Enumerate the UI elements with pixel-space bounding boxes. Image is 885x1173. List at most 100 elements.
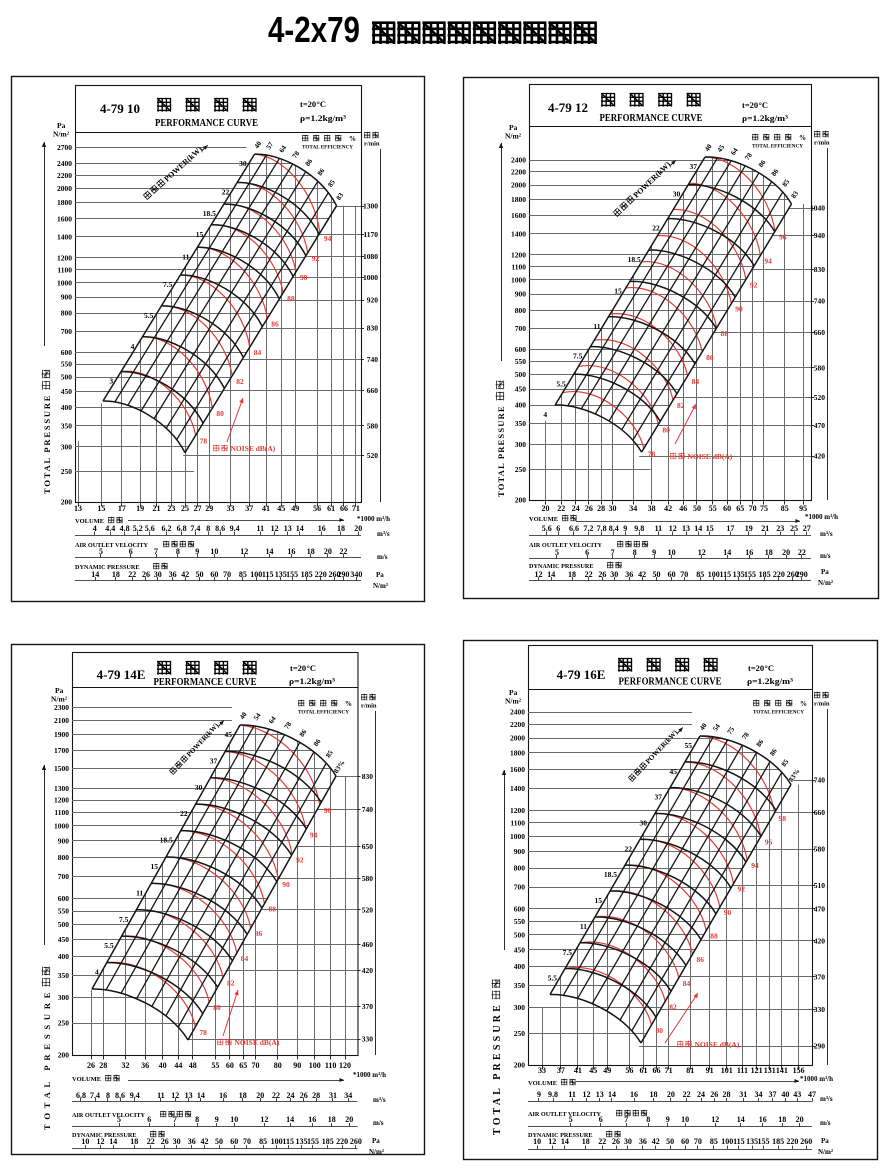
svg-text:88: 88 — [710, 932, 718, 941]
svg-text:12: 12 — [171, 1091, 179, 1100]
svg-text:30: 30 — [609, 504, 617, 513]
svg-text:5: 5 — [99, 547, 103, 556]
svg-text:86: 86 — [697, 955, 705, 964]
svg-text:200: 200 — [515, 496, 527, 505]
svg-text:700: 700 — [61, 327, 73, 336]
svg-text:1080: 1080 — [363, 252, 378, 261]
svg-text:6.2: 6.2 — [162, 524, 172, 533]
svg-text:30: 30 — [154, 570, 162, 579]
svg-text:14: 14 — [91, 570, 99, 579]
svg-text:26: 26 — [598, 570, 606, 579]
svg-text:70: 70 — [252, 1061, 260, 1070]
svg-text:%: % — [349, 135, 356, 143]
svg-text:520: 520 — [367, 451, 379, 460]
svg-text:%: % — [345, 700, 352, 708]
svg-text:85: 85 — [696, 570, 704, 579]
svg-text:500: 500 — [58, 920, 70, 929]
svg-text:1400: 1400 — [57, 233, 72, 242]
svg-text:14: 14 — [286, 1115, 294, 1124]
svg-text:22: 22 — [625, 844, 633, 853]
svg-text:740: 740 — [814, 297, 826, 306]
svg-text:80: 80 — [662, 425, 670, 434]
svg-text:5.2: 5.2 — [133, 524, 143, 533]
svg-text:82: 82 — [677, 401, 685, 410]
svg-text:4-79 16E: 4-79 16E — [557, 667, 606, 682]
svg-text:470: 470 — [814, 904, 826, 913]
svg-text:5.6: 5.6 — [145, 524, 155, 533]
svg-text:VOLUME: VOLUME — [72, 1076, 101, 1083]
svg-text:135: 135 — [275, 570, 287, 579]
svg-text:470: 470 — [814, 421, 826, 430]
svg-text:2100: 2100 — [54, 716, 69, 725]
svg-text:17: 17 — [726, 524, 734, 533]
svg-text:37: 37 — [245, 504, 253, 513]
svg-text:740: 740 — [362, 805, 374, 814]
svg-text:350: 350 — [514, 981, 526, 990]
svg-text:450: 450 — [515, 385, 527, 394]
svg-text:9.4: 9.4 — [130, 1091, 140, 1100]
svg-text:5: 5 — [555, 548, 559, 557]
svg-text:18: 18 — [307, 547, 315, 556]
svg-text:1200: 1200 — [57, 254, 72, 263]
svg-text:11: 11 — [182, 252, 189, 261]
svg-text:1100: 1100 — [57, 265, 72, 274]
svg-text:84: 84 — [254, 348, 262, 357]
svg-text:30: 30 — [195, 783, 203, 792]
svg-text:Pa: Pa — [509, 123, 518, 132]
svg-text:30: 30 — [610, 570, 618, 579]
svg-text:64: 64 — [267, 714, 278, 725]
svg-text:5: 5 — [569, 1115, 573, 1124]
svg-text:920: 920 — [367, 296, 379, 305]
svg-text:20: 20 — [345, 1115, 353, 1124]
svg-text:4-79 14E: 4-79 14E — [97, 667, 146, 682]
svg-text:155: 155 — [758, 1137, 770, 1146]
svg-text:29: 29 — [205, 504, 213, 513]
svg-text:70: 70 — [223, 570, 231, 579]
svg-text:NOISE dB(A): NOISE dB(A) — [688, 452, 733, 461]
svg-text:7.4: 7.4 — [90, 1091, 100, 1100]
svg-text:110: 110 — [325, 1061, 337, 1070]
svg-text:78: 78 — [200, 436, 208, 445]
svg-text:48: 48 — [189, 1061, 197, 1070]
svg-text:84: 84 — [683, 979, 691, 988]
svg-text:7.5: 7.5 — [119, 915, 129, 924]
svg-text:86: 86 — [298, 728, 309, 739]
svg-text:50: 50 — [693, 504, 701, 513]
svg-text:92: 92 — [750, 281, 758, 290]
svg-text:330: 330 — [362, 1035, 374, 1044]
svg-text:13: 13 — [185, 1091, 193, 1100]
svg-text:78: 78 — [283, 720, 294, 731]
svg-text:11: 11 — [568, 1090, 576, 1099]
svg-text:40: 40 — [159, 1061, 167, 1070]
svg-text:22: 22 — [798, 548, 806, 557]
svg-text:2300: 2300 — [54, 703, 69, 712]
svg-text:250: 250 — [61, 467, 73, 476]
svg-text:m³/s: m³/s — [373, 1096, 386, 1104]
svg-text:9: 9 — [623, 524, 627, 533]
svg-text:300: 300 — [514, 1003, 526, 1012]
svg-text:28: 28 — [723, 1090, 731, 1099]
svg-text:28: 28 — [597, 504, 605, 513]
svg-text:800: 800 — [61, 309, 73, 318]
svg-text:%: % — [799, 134, 806, 142]
svg-text:VOLUME: VOLUME — [75, 518, 104, 525]
svg-text:2000: 2000 — [510, 734, 525, 743]
svg-text:4-79 12: 4-79 12 — [548, 100, 588, 115]
svg-text:8.4: 8.4 — [609, 524, 619, 533]
svg-text:2000: 2000 — [511, 181, 526, 190]
svg-text:1200: 1200 — [54, 796, 69, 805]
svg-text:14: 14 — [723, 548, 731, 557]
svg-text:m³/s: m³/s — [377, 530, 390, 538]
svg-text:14: 14 — [737, 1115, 745, 1124]
svg-text:84: 84 — [692, 377, 700, 386]
svg-text:37: 37 — [769, 1090, 777, 1099]
svg-text:20: 20 — [324, 547, 332, 556]
svg-text:10: 10 — [81, 1137, 89, 1146]
svg-text:37: 37 — [690, 162, 698, 171]
svg-text:22: 22 — [272, 1091, 280, 1100]
svg-text:220: 220 — [773, 570, 785, 579]
svg-text:16: 16 — [630, 1090, 638, 1099]
svg-text:200: 200 — [514, 1061, 526, 1070]
svg-text:900: 900 — [515, 290, 527, 299]
svg-text:92: 92 — [738, 885, 746, 894]
